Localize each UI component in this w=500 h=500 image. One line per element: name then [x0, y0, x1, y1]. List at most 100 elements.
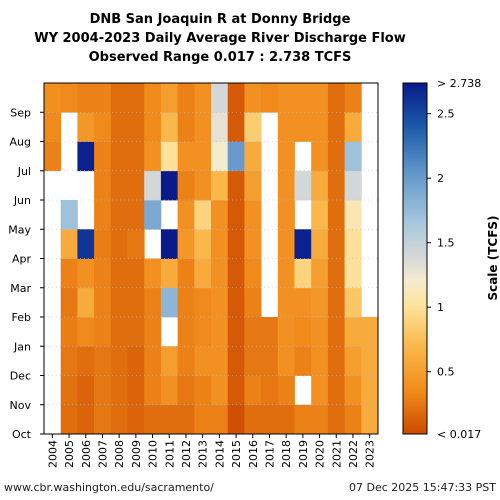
heat-cell: [294, 83, 312, 113]
heat-cell: [294, 229, 312, 259]
heat-cell: [110, 112, 128, 142]
heat-cell: [277, 258, 295, 289]
heat-cell: [244, 112, 262, 142]
heat-cell: [211, 229, 229, 259]
x-axis: 2004 2005 2006 2007 2008 2009 2010 2011 2012 2013…: [46, 434, 377, 468]
heat-cell: [227, 170, 245, 201]
heat-cell: [60, 258, 78, 289]
heat-cell: [294, 258, 312, 289]
heat-cell: [177, 287, 195, 318]
heat-cell: [127, 141, 145, 172]
y-tick-label: Dec: [10, 370, 31, 383]
heat-cell: [327, 229, 345, 259]
heat-cell: [194, 346, 212, 376]
heat-cell: [311, 317, 329, 347]
y-tick-label: Sep: [10, 106, 31, 119]
heat-cell: [261, 317, 279, 347]
chart-title-line-2: WY 2004-2023 Daily Average River Dischar…: [34, 31, 406, 46]
heat-cell: [110, 287, 128, 318]
x-tick-label: 2023: [364, 440, 377, 468]
heat-cell: [94, 83, 112, 113]
heat-cell: [144, 375, 162, 406]
heat-cell: [227, 112, 245, 142]
heat-cell: [94, 346, 112, 376]
heat-cell: [60, 404, 78, 435]
heat-cell: [94, 229, 112, 259]
heat-cell: [144, 317, 162, 347]
source-url: www.cbr.washington.edu/sacramento/: [4, 481, 214, 494]
heat-cell: [194, 229, 212, 259]
heat-cell: [327, 404, 345, 435]
heat-cell: [144, 287, 162, 318]
colorbar-axis: 0.5 1 1.5 2 2.5: [427, 108, 455, 379]
heat-cell: [211, 404, 229, 435]
heat-cell: [127, 112, 145, 142]
heat-cell: [194, 141, 212, 172]
heat-cell: [211, 317, 229, 347]
colorbar-bottom-label: < 0.017: [437, 428, 481, 441]
heatmap-cells: [44, 83, 379, 435]
heat-cell: [94, 404, 112, 435]
heat-cell: [244, 317, 262, 347]
heat-cell: [60, 346, 78, 376]
heat-cell: [144, 141, 162, 172]
heat-cell: [194, 83, 212, 113]
heat-cell: [327, 375, 345, 406]
heat-cell: [127, 83, 145, 113]
x-tick-label: 2005: [63, 440, 76, 468]
heat-cell: [160, 112, 178, 142]
heat-cell: [244, 170, 262, 201]
heat-cell: [177, 83, 195, 113]
colorbar: [402, 82, 428, 435]
heat-cell: [311, 258, 329, 289]
heat-cell: [361, 375, 379, 406]
heat-cell: [160, 287, 178, 318]
heat-cell: [311, 404, 329, 435]
heat-cell: [144, 346, 162, 376]
heat-cell: [194, 375, 212, 406]
heat-cell: [227, 83, 245, 113]
heat-cell: [227, 317, 245, 347]
heat-cell: [160, 170, 178, 201]
x-tick-label: 2009: [130, 440, 143, 468]
heat-cell: [277, 375, 295, 406]
heat-cell: [127, 404, 145, 435]
heat-cell: [127, 170, 145, 201]
heat-cell: [110, 375, 128, 406]
heat-cell: [77, 83, 95, 113]
heat-cell: [311, 200, 329, 230]
heat-cell: [177, 346, 195, 376]
heat-cell: [44, 141, 62, 172]
heat-cell: [344, 287, 362, 318]
heat-cell: [94, 170, 112, 201]
heat-cell: [311, 170, 329, 201]
heat-cell: [361, 346, 379, 376]
y-axis: Oct Nov Dec Jan Feb Mar Apr May Jun Jul Aug Sep: [8, 106, 44, 441]
heat-cell: [77, 404, 95, 435]
x-tick-label: 2021: [330, 440, 343, 468]
timestamp: 07 Dec 2025 15:47:33 PST: [348, 481, 496, 494]
x-tick-label: 2018: [280, 440, 293, 468]
heat-cell: [344, 317, 362, 347]
heat-cell: [327, 112, 345, 142]
x-tick-label: 2017: [263, 440, 276, 468]
heat-cell: [244, 346, 262, 376]
heat-cell: [194, 200, 212, 230]
heat-cell: [160, 83, 178, 113]
heat-cell: [244, 83, 262, 113]
x-tick-label: 2006: [80, 440, 93, 468]
y-tick-label: Jun: [13, 194, 31, 207]
y-tick-label: Apr: [12, 253, 32, 266]
heat-cell: [211, 83, 229, 113]
heat-cell: [227, 200, 245, 230]
heat-cell: [194, 170, 212, 201]
heat-cell: [94, 141, 112, 172]
heat-cell: [94, 200, 112, 230]
x-tick-label: 2008: [113, 440, 126, 468]
heat-cell: [211, 375, 229, 406]
heat-cell: [94, 317, 112, 347]
heat-cell: [227, 404, 245, 435]
heat-cell: [60, 83, 78, 113]
heat-cell: [77, 346, 95, 376]
heat-cell: [160, 375, 178, 406]
